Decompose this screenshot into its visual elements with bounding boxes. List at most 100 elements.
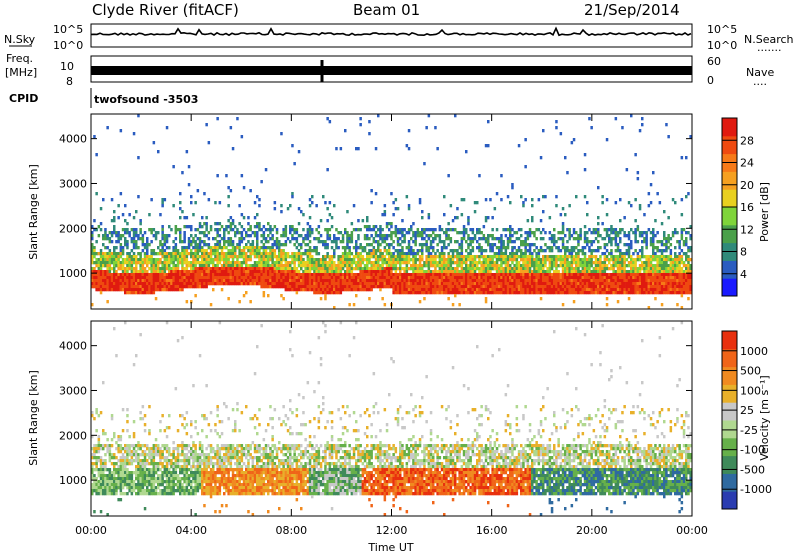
power-cell [560,282,563,285]
power-cell [531,282,534,285]
power-cell [311,231,314,234]
power-cell [216,231,219,234]
power-cell [375,273,378,276]
power-cell [326,282,329,285]
power-cell [265,258,268,261]
power-cell [302,282,305,285]
power-cell [186,258,189,261]
power-cell [307,261,310,264]
power-cell [216,228,219,231]
power-cell [287,276,290,279]
power-cell [131,285,134,288]
power-cell [395,273,398,276]
power-cell [445,261,448,264]
power-cell [245,231,248,234]
power-cell [579,273,582,276]
power-cell [579,228,582,231]
power-cell [362,276,365,279]
power-cell [285,258,288,261]
power-cell [113,210,116,213]
power-cell [590,243,593,246]
power-cell [430,273,433,276]
power-cell [439,264,442,267]
power-cell [285,267,288,270]
power-cell [175,264,178,267]
power-cell [359,261,362,264]
power-cell [135,234,138,237]
power-cell [139,267,142,270]
power-cell [186,261,189,264]
power-cell [516,261,519,264]
power-cell [643,261,646,264]
power-cell [355,243,358,246]
power-cell [610,252,613,255]
power-cell [122,213,125,216]
power-cell [234,267,237,270]
power-cell [351,288,354,291]
power-cell [626,252,629,255]
power-cell [399,288,402,291]
power-cell [469,285,472,288]
power-cell [560,276,563,279]
power-cell [291,270,294,273]
power-cell [648,204,651,207]
power-cell [564,213,567,216]
power-cell [408,282,411,285]
power-cell [617,291,620,294]
power-cell [227,276,230,279]
power-cell [298,150,301,153]
power-cell [516,291,519,294]
power-cell [577,276,580,279]
power-cell [210,261,213,264]
power-cell [227,195,230,198]
power-cell [300,285,303,288]
power-cell [148,243,151,246]
power-cell [599,291,602,294]
power-cell [502,285,505,288]
power-cell [216,234,219,237]
power-cell [579,261,582,264]
power-cell [524,138,527,141]
power-cell [164,264,167,267]
power-cell [516,252,519,255]
power-cell [573,231,576,234]
power-cell [346,282,349,285]
power-cell [623,279,626,282]
power-cell [249,273,252,276]
power-cell [443,279,446,282]
power-cell [461,273,464,276]
power-cell [104,231,107,234]
power-cell [469,282,472,285]
power-cell [608,279,611,282]
power-cell [333,252,336,255]
power-cell [285,225,288,228]
power-cell [549,246,552,249]
nsky-strip-frame [91,24,692,47]
power-cell [524,258,527,261]
power-cell [399,282,402,285]
power-cell [263,270,266,273]
power-cell [461,270,464,273]
power-cell [674,261,677,264]
power-cell [648,264,651,267]
power-cell [401,291,404,294]
power-cell [630,243,633,246]
power-cell [670,249,673,252]
velocity-cell [93,468,96,471]
power-cell [115,285,118,288]
power-cell [298,258,301,261]
power-cell [335,273,338,276]
power-cell [254,225,256,228]
power-cell [623,234,626,237]
power-cell [456,291,459,294]
station-title: Clyde River (fitACF) [92,1,239,19]
power-cell [661,258,664,261]
power-cell [472,264,475,267]
power-cell [553,273,556,276]
power-cell [104,273,107,276]
power-cell [478,282,481,285]
power-cell [461,276,464,279]
power-cell [469,267,472,270]
power-cell [494,252,497,255]
power-cell [560,132,563,135]
